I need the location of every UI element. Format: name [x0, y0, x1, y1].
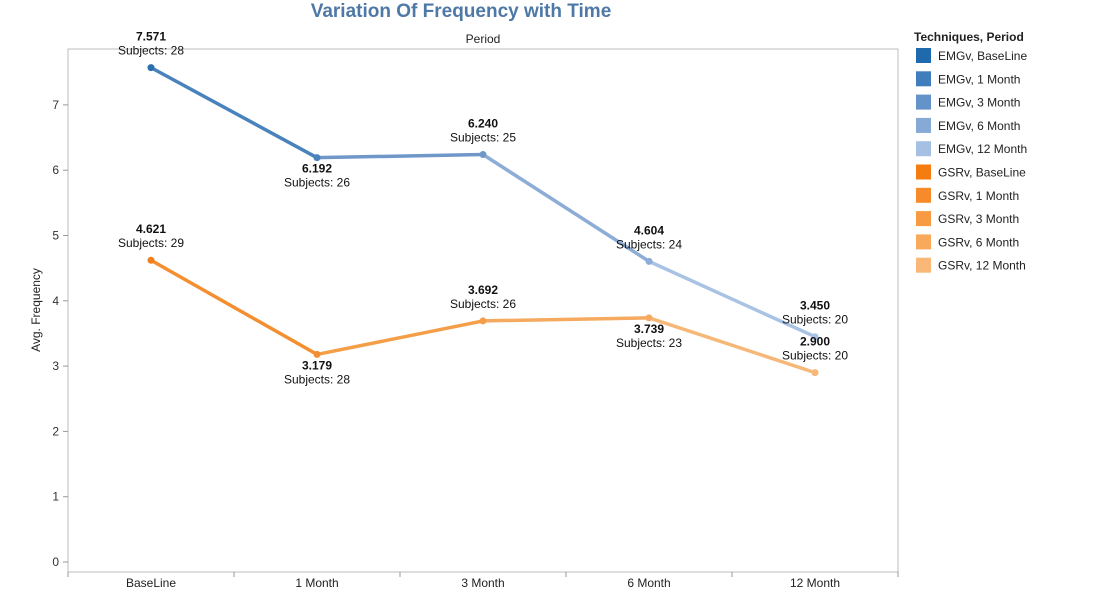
x-tick-label: 1 Month: [295, 576, 338, 590]
series-layer: [147, 64, 819, 377]
data-point: [147, 256, 155, 264]
legend-swatch: [916, 48, 931, 63]
line-segment: [315, 319, 485, 357]
line-segment: [481, 316, 651, 323]
y-tick-label: 6: [52, 163, 59, 177]
data-point: [147, 64, 155, 72]
legend-item-label: GSRv, BaseLine: [938, 166, 1026, 180]
legend-swatch: [916, 94, 931, 110]
data-label-value: 4.604: [634, 223, 664, 237]
legend-swatch: [916, 71, 931, 87]
line-segment: [315, 152, 485, 160]
data-label-subjects: Subjects: 28: [118, 44, 184, 58]
legend-title: Techniques, Period: [914, 30, 1024, 44]
y-axis-label: Avg. Frequency: [29, 268, 43, 352]
legend-swatch: [916, 257, 931, 273]
legend-swatch: [916, 211, 931, 227]
chart-title: Variation Of Frequency with Time: [311, 1, 612, 22]
y-tick-label: 2: [52, 424, 59, 438]
legend-swatch: [916, 164, 931, 180]
legend-swatch: [916, 234, 931, 250]
legend-swatch: [916, 117, 931, 133]
data-point: [645, 314, 653, 322]
legend-item-label: EMGv, 6 Month: [938, 119, 1020, 133]
legend-swatch: [916, 141, 931, 157]
data-point: [313, 350, 321, 358]
data-point: [811, 369, 819, 377]
data-label-value: 3.179: [302, 358, 332, 372]
column-header-period: Period: [466, 32, 501, 46]
data-label-subjects: Subjects: 26: [450, 297, 516, 311]
data-point: [313, 154, 321, 162]
y-tick-label: 1: [52, 490, 59, 504]
plot-frame: [67, 48, 899, 573]
legend-item-label: EMGv, 12 Month: [938, 142, 1027, 156]
x-tick-label: 6 Month: [627, 576, 670, 590]
series-emgv: [147, 64, 819, 341]
line-segment: [149, 65, 319, 160]
line-segment: [481, 152, 651, 264]
line-segment: [647, 259, 817, 339]
x-tick-label: BaseLine: [126, 576, 176, 590]
y-tick-label: 3: [52, 359, 59, 373]
data-label-subjects: Subjects: 20: [782, 349, 848, 363]
data-label-subjects: Subjects: 23: [616, 336, 682, 350]
legend-item-label: GSRv, 3 Month: [938, 212, 1019, 226]
legend-swatch: [916, 187, 931, 203]
line-segment: [647, 316, 817, 375]
data-label-subjects: Subjects: 29: [118, 236, 184, 250]
data-label-value: 3.739: [634, 322, 664, 336]
data-label-subjects: Subjects: 25: [450, 131, 516, 145]
x-axis: BaseLine 1 Month 3 Month 6 Month 12 Month: [67, 572, 899, 590]
x-tick-label: 3 Month: [461, 576, 504, 590]
data-label-subjects: Subjects: 24: [616, 237, 682, 251]
data-label-value: 2.900: [800, 335, 830, 349]
data-label-value: 3.692: [468, 283, 498, 297]
data-label-value: 3.450: [800, 299, 830, 313]
data-label-subjects: Subjects: 20: [782, 313, 848, 327]
legend-item-label: GSRv, 1 Month: [938, 189, 1019, 203]
data-label-subjects: Subjects: 28: [284, 372, 350, 386]
data-label-value: 6.240: [468, 117, 498, 131]
legend-item-label: GSRv, 6 Month: [938, 235, 1019, 249]
legend-item-label: EMGv, 1 Month: [938, 72, 1020, 86]
y-tick-label: 0: [52, 555, 59, 569]
data-label-value: 7.571: [136, 30, 166, 44]
y-tick-label: 4: [52, 294, 59, 308]
legend-item-label: EMGv, BaseLine: [938, 49, 1027, 63]
data-label-subjects: Subjects: 26: [284, 176, 350, 190]
data-point: [645, 257, 653, 265]
series-gsrv: [147, 256, 819, 377]
legend-item-label: GSRv, 12 Month: [938, 259, 1026, 273]
data-point: [811, 333, 819, 341]
legend: Techniques, Period EMGv, BaseLine EMGv, 1…: [914, 30, 1027, 273]
data-point: [479, 317, 487, 325]
data-label-value: 4.621: [136, 222, 166, 236]
y-tick-label: 5: [52, 229, 59, 243]
data-label-value: 6.192: [302, 162, 332, 176]
y-tick-label: 7: [52, 98, 59, 112]
data-point: [479, 151, 487, 159]
line-segment: [149, 258, 319, 357]
y-axis: 0 1 2 3 4 5 6 7: [52, 98, 68, 569]
legend-item-label: EMGv, 3 Month: [938, 96, 1020, 110]
x-tick-label: 12 Month: [790, 576, 840, 590]
